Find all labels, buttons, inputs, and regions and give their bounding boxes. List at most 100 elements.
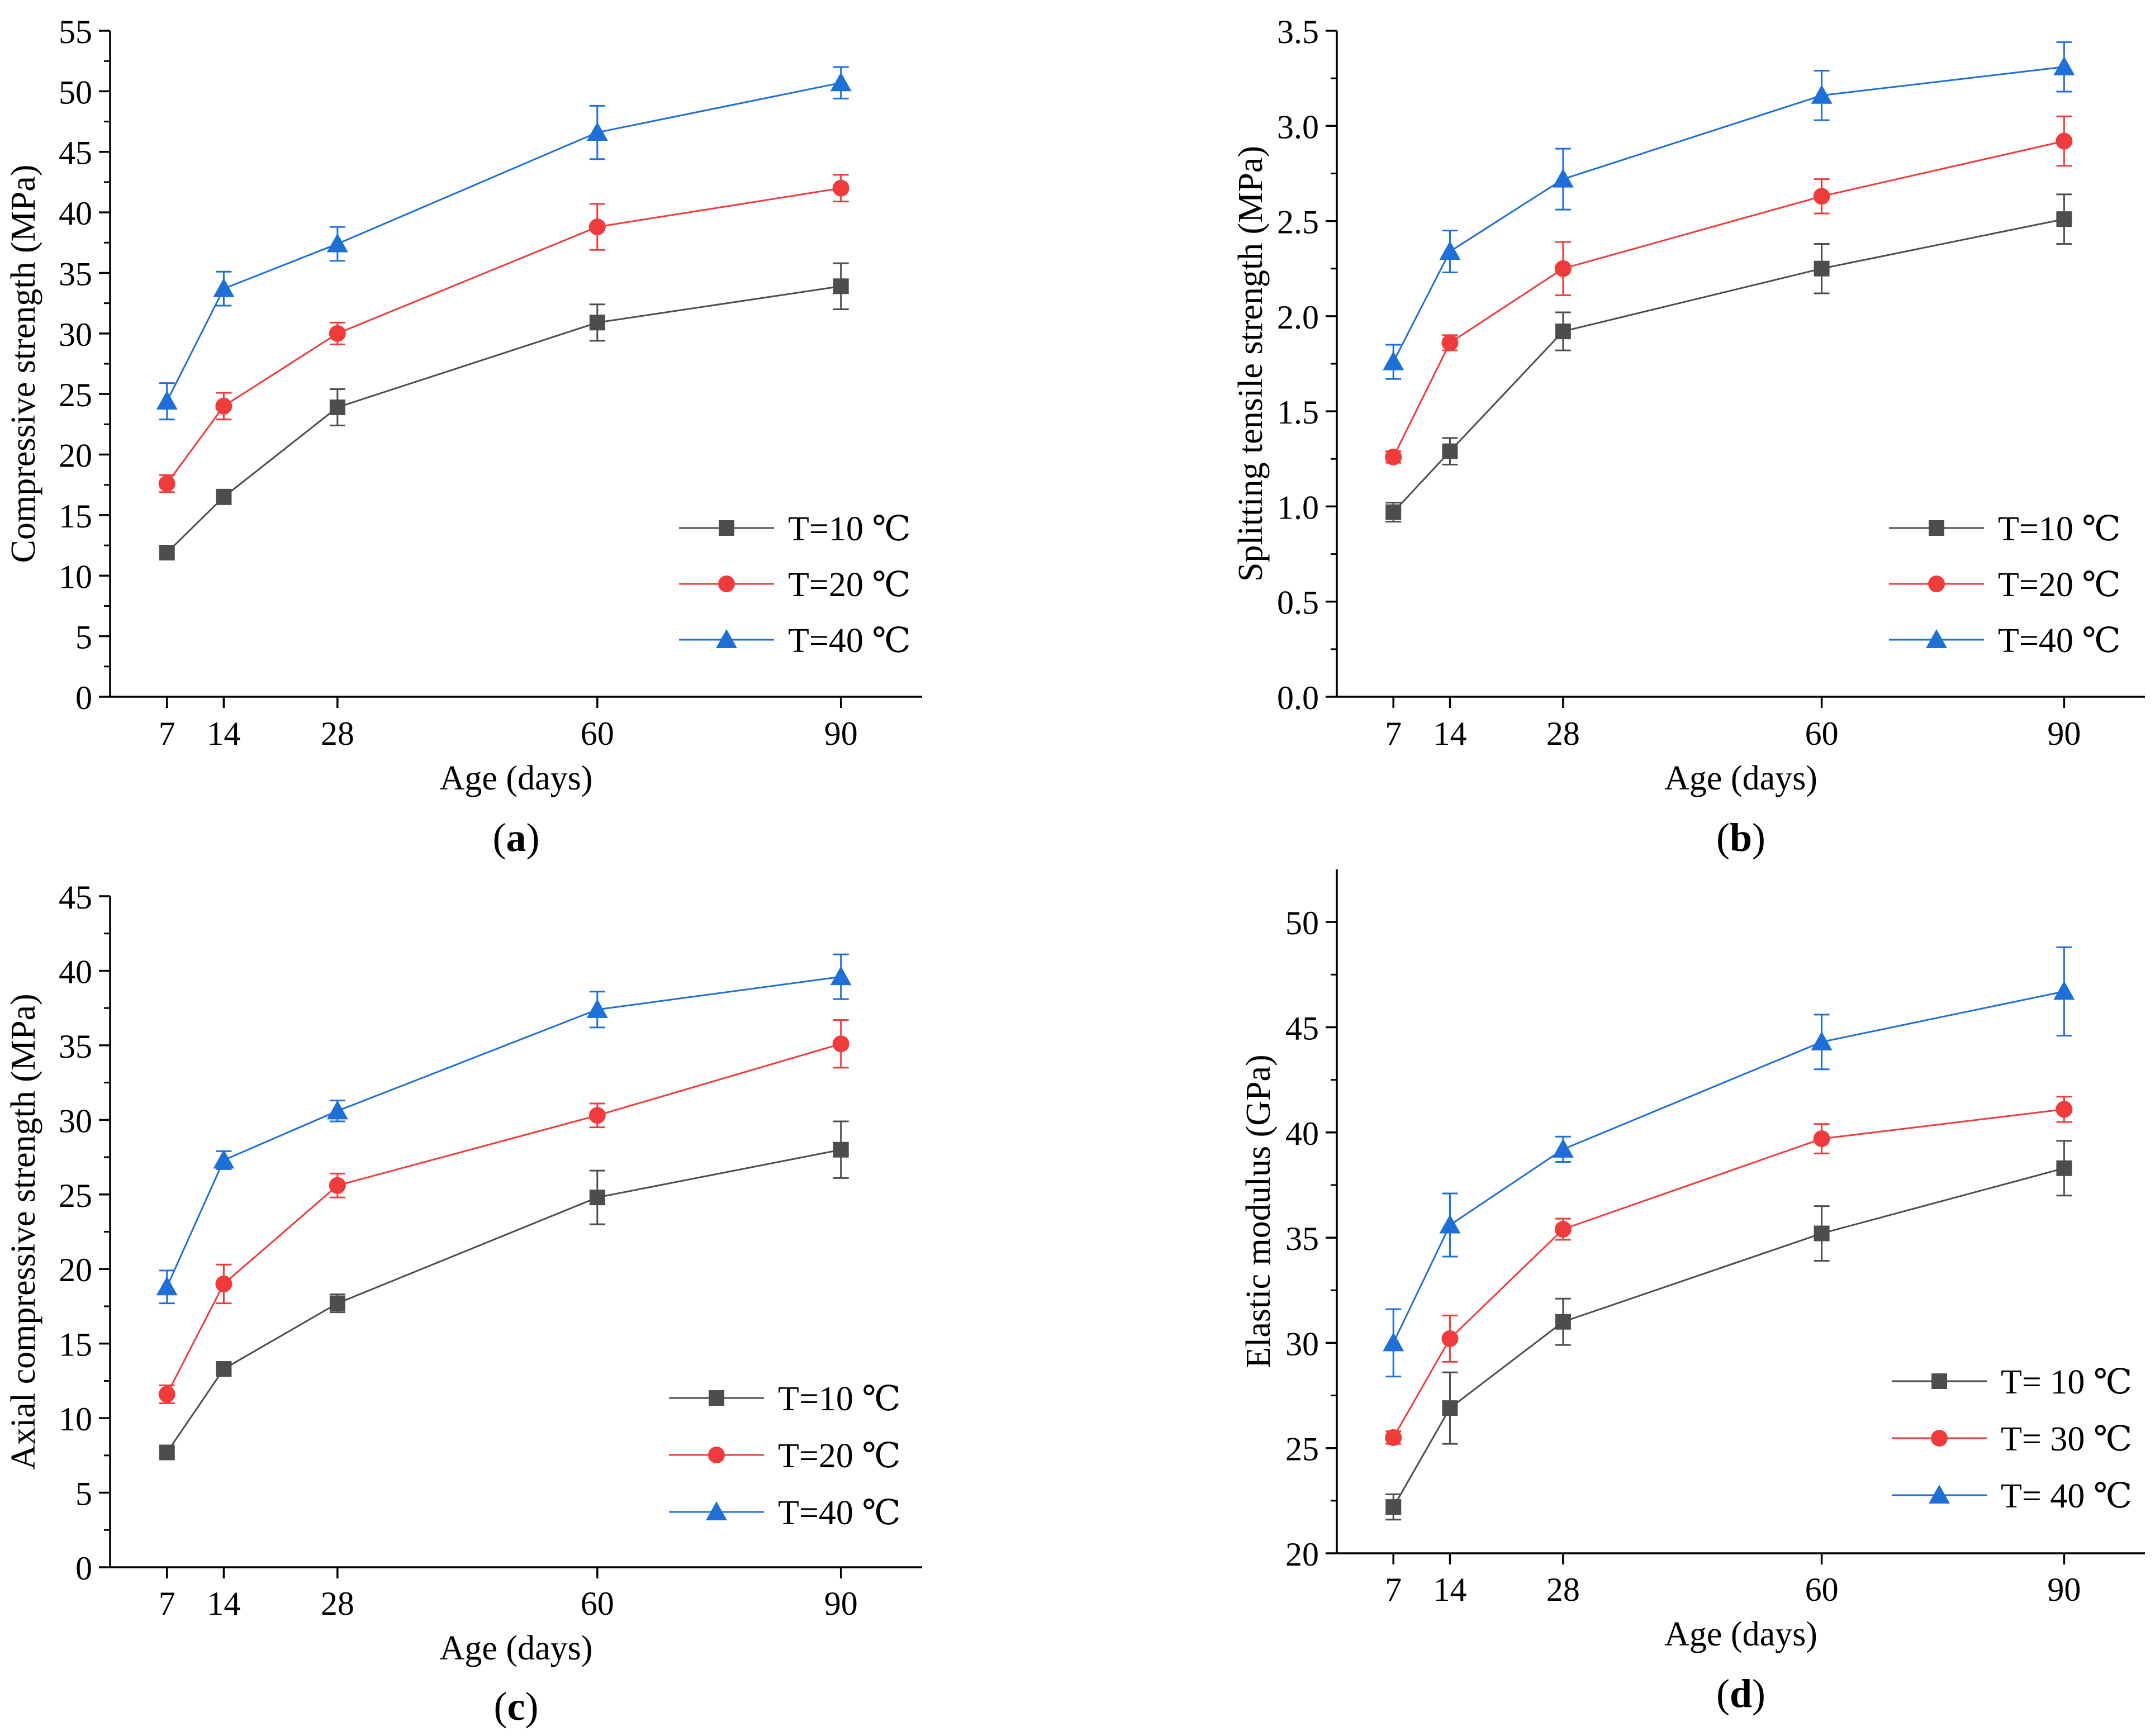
- legend-marker: [1931, 1430, 1948, 1447]
- data-point: [2053, 981, 2075, 1000]
- y-tick-label: 20: [59, 1252, 92, 1288]
- legend-label: T= 30 ℃: [2001, 1420, 2132, 1458]
- legend-label: T=40 ℃: [778, 1494, 901, 1532]
- x-tick-label: 60: [581, 715, 614, 752]
- series-line: [166, 285, 841, 554]
- y-tick-label: 0.5: [1277, 584, 1319, 621]
- panel-caption: (c): [494, 1684, 539, 1729]
- series-2: [1385, 1096, 2073, 1446]
- data-point: [2056, 132, 2073, 150]
- y-tick-label: 0: [75, 679, 92, 716]
- data-point: [1439, 1214, 1461, 1234]
- data-point: [329, 325, 346, 342]
- y-tick-label: 3.5: [1277, 13, 1319, 50]
- y-tick-label: 40: [1285, 1115, 1319, 1152]
- series-line: [166, 1043, 842, 1395]
- x-tick-label: 14: [1433, 1571, 1466, 1608]
- caption-letter: b: [1730, 815, 1752, 860]
- data-point: [1552, 168, 1574, 188]
- x-tick-label: 60: [1805, 715, 1839, 752]
- series-1: [1385, 193, 2072, 523]
- data-point: [833, 1142, 849, 1158]
- x-axis-label: Age (days): [1664, 759, 1817, 797]
- legend-marker: [708, 1447, 725, 1463]
- legend-label: T=20 ℃: [788, 566, 911, 604]
- caption-letter: a: [506, 815, 526, 860]
- caption-paren: (: [494, 1684, 507, 1729]
- x-tick-label: 14: [207, 715, 240, 752]
- data-point: [1385, 504, 1402, 520]
- panel-caption: (d): [1716, 1671, 1765, 1716]
- series-line: [166, 187, 841, 484]
- data-point: [589, 1190, 605, 1206]
- legend-marker: [718, 576, 735, 592]
- legend-entry: T=10 ℃: [1889, 510, 2121, 548]
- caption-paren: ): [525, 1684, 538, 1729]
- data-point: [1442, 1400, 1458, 1416]
- y-tick-label: 30: [59, 316, 92, 353]
- data-point: [1813, 188, 1830, 205]
- y-tick-label: 0.0: [1277, 679, 1319, 716]
- x-tick-label: 14: [1433, 715, 1466, 752]
- series-1: [159, 1120, 849, 1461]
- series-line: [1392, 1108, 2064, 1438]
- data-point: [2056, 1160, 2072, 1176]
- y-tick-label: 45: [59, 879, 92, 916]
- legend-entry: T=20 ℃: [679, 566, 911, 604]
- series-line: [166, 1149, 841, 1453]
- series-line: [1392, 1167, 2064, 1507]
- data-point: [158, 475, 175, 492]
- data-point: [329, 1295, 345, 1311]
- chart-panel-c: 0 5 10 15 20 25 30 35 40 45 7 14 28 60 90 Age (days) Axi…: [4, 879, 922, 1729]
- series-line: [1392, 66, 2064, 363]
- data-point: [329, 1177, 346, 1194]
- data-point: [1813, 1130, 1830, 1148]
- x-tick-label: 60: [581, 1585, 614, 1622]
- data-point: [1441, 334, 1459, 351]
- caption-paren: ): [1752, 815, 1765, 860]
- series-line: [1393, 218, 2064, 513]
- y-tick-label: 1.0: [1277, 489, 1319, 526]
- legend-entry: T= 10 ℃: [1892, 1363, 2132, 1401]
- data-point: [830, 966, 852, 986]
- data-point: [1555, 1314, 1571, 1330]
- data-point: [1811, 1031, 1833, 1050]
- y-tick-label: 2.0: [1277, 299, 1319, 336]
- data-point: [1554, 1221, 1572, 1238]
- data-point: [156, 391, 178, 410]
- y-tick-label: 5: [75, 1476, 92, 1513]
- series-3: [1383, 946, 2075, 1378]
- x-tick-label: 28: [1546, 715, 1580, 752]
- legend-label: T=10 ℃: [778, 1380, 901, 1418]
- data-point: [586, 122, 608, 141]
- series-1: [1385, 1140, 2072, 1521]
- y-tick-label: 3.0: [1277, 108, 1319, 145]
- data-point: [588, 218, 606, 236]
- legend-marker: [1929, 1485, 1950, 1504]
- x-tick-label: 60: [1805, 1571, 1839, 1608]
- data-point: [158, 1386, 175, 1403]
- legend-marker: [719, 520, 734, 536]
- series-line: [1392, 990, 2064, 1344]
- data-point: [1554, 260, 1572, 277]
- data-point: [213, 278, 235, 297]
- legend-marker: [1929, 520, 1944, 536]
- panel-caption: (b): [1716, 815, 1765, 860]
- y-axis-label: Elastic modulus (GPa): [1240, 1054, 1278, 1368]
- y-tick-label: 30: [1285, 1325, 1319, 1362]
- panel-caption: (a): [493, 815, 540, 860]
- legend-label: T=10 ℃: [1998, 510, 2121, 548]
- caption-paren: ): [526, 815, 540, 860]
- data-point: [1555, 324, 1571, 340]
- legend-label: T=40 ℃: [788, 622, 911, 660]
- y-tick-label: 55: [59, 13, 92, 50]
- legend-label: T=20 ℃: [1998, 566, 2121, 604]
- chart-panel-b: 0.0 0.5 1.0 1.5 2.0 2.5 3.0 3.5 7 14 28 60 90 Age (da…: [1232, 13, 2145, 860]
- legend-entry: T=40 ℃: [669, 1494, 901, 1532]
- y-tick-label: 25: [1285, 1431, 1319, 1468]
- chart-panel-d: 20 25 30 35 40 45 50 7 14 28 60 90 Age (days) Elastic…: [1240, 869, 2145, 1716]
- data-point: [215, 397, 232, 415]
- y-tick-label: 45: [1285, 1010, 1319, 1047]
- data-point: [830, 72, 852, 92]
- y-tick-label: 50: [59, 74, 92, 111]
